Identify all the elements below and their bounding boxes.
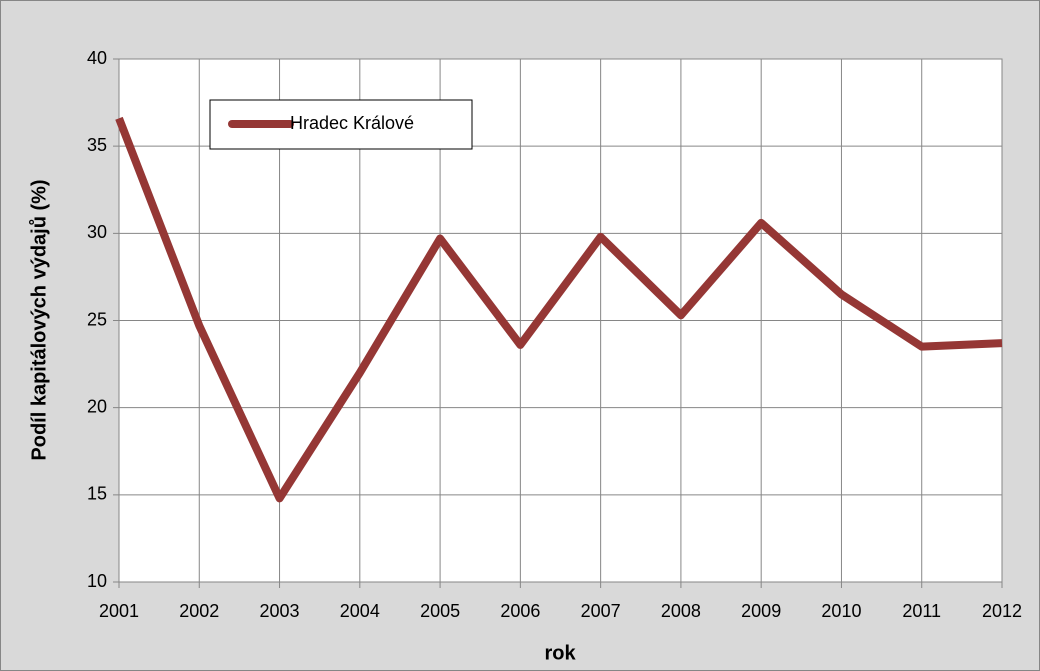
x-tick-label: 2002 — [179, 601, 219, 621]
y-tick-label: 35 — [87, 135, 107, 155]
y-tick-label: 25 — [87, 309, 107, 329]
x-axis-label: rok — [544, 642, 576, 664]
y-tick-label: 20 — [87, 396, 107, 416]
x-tick-label: 2007 — [581, 601, 621, 621]
x-tick-label: 2006 — [500, 601, 540, 621]
x-tick-label: 2012 — [982, 601, 1022, 621]
x-tick-label: 2004 — [340, 601, 380, 621]
y-axis-label: Podíl kapitálových výdajů (%) — [28, 179, 50, 460]
y-tick-label: 10 — [87, 571, 107, 591]
plot-border — [118, 58, 1003, 583]
y-tick-label: 15 — [87, 484, 107, 504]
y-tick-label: 30 — [87, 222, 107, 242]
series-line — [115, 116, 1003, 503]
x-tick-label: 2001 — [99, 601, 139, 621]
x-tick-label: 2003 — [260, 601, 300, 621]
x-tick-label: 2010 — [821, 601, 861, 621]
x-tick-label: 2005 — [420, 601, 460, 621]
y-tick-label: 40 — [87, 48, 107, 68]
x-tick-label: 2009 — [741, 601, 781, 621]
legend-label: Hradec Králové — [290, 113, 414, 133]
x-tick-label: 2008 — [661, 601, 701, 621]
x-tick-label: 2011 — [902, 601, 941, 621]
